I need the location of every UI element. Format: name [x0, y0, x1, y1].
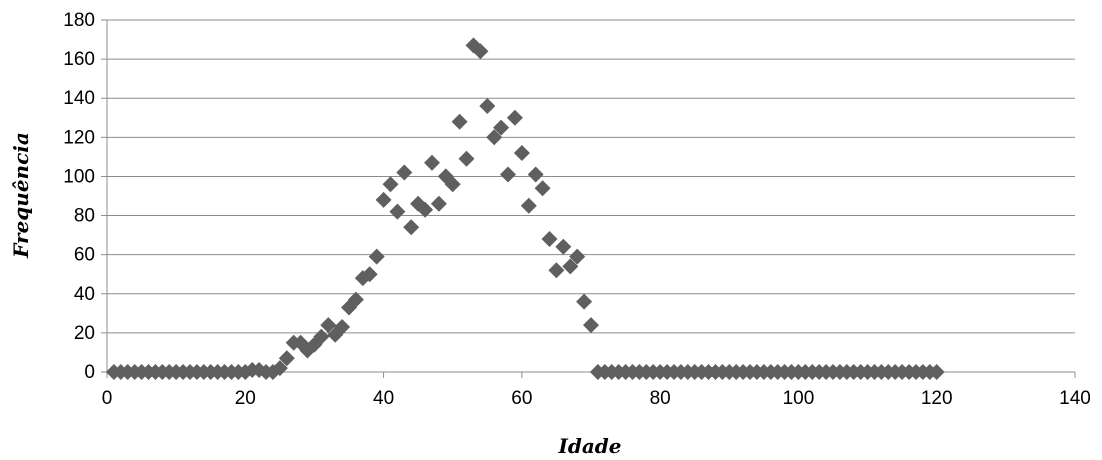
grid-lines	[107, 19, 1075, 334]
data-point	[278, 350, 295, 367]
x-tick-label: 40	[373, 388, 394, 409]
x-tick-label: 120	[921, 388, 953, 409]
x-tick-label: 60	[511, 388, 532, 409]
data-point	[403, 219, 420, 236]
data-point	[313, 328, 330, 345]
data-point	[361, 266, 378, 283]
data-point	[444, 176, 461, 193]
data-point	[479, 98, 496, 114]
y-tick-label: 80	[74, 206, 95, 227]
data-point	[493, 119, 510, 136]
x-tick-label: 80	[650, 388, 671, 409]
data-point	[534, 180, 551, 197]
y-tick-label: 20	[74, 323, 95, 344]
data-point	[451, 113, 468, 130]
data-point	[320, 317, 337, 334]
data-point	[486, 129, 503, 146]
data-point	[271, 360, 288, 377]
data-point	[569, 248, 586, 265]
data-point	[555, 238, 572, 255]
data-point	[513, 145, 530, 161]
data-point	[472, 43, 489, 60]
data-point	[576, 293, 593, 310]
data-point	[562, 258, 579, 275]
data-point	[382, 176, 399, 193]
data-points	[105, 37, 945, 380]
data-point	[430, 195, 447, 212]
data-point	[548, 262, 565, 279]
data-point	[500, 166, 516, 183]
y-tick-label: 120	[63, 127, 95, 148]
data-point	[928, 364, 945, 380]
y-tick-labels: 0 20 40 60 80 100 120 140 160 180	[63, 10, 95, 383]
data-point	[368, 248, 385, 265]
x-tick-label: 140	[1059, 388, 1091, 409]
y-tick-label: 100	[63, 166, 95, 187]
y-tick-label: 140	[63, 88, 95, 109]
y-tick-label: 160	[63, 49, 95, 70]
y-tick-label: 0	[84, 362, 95, 383]
y-axis-title: Frequência	[9, 132, 33, 259]
data-point	[396, 164, 413, 181]
data-point	[334, 319, 351, 335]
y-tick-label: 60	[74, 245, 95, 266]
data-point	[527, 166, 544, 183]
data-point	[541, 231, 558, 247]
data-point	[458, 150, 475, 167]
x-tick-label: 100	[783, 388, 815, 409]
x-axis-title: Idade	[557, 434, 621, 458]
x-tick-label: 20	[235, 388, 256, 409]
y-tick-label: 40	[74, 284, 95, 305]
data-point	[520, 197, 537, 214]
y-tick-label: 180	[63, 10, 95, 31]
data-point	[424, 154, 440, 171]
data-point	[375, 191, 392, 208]
data-point	[506, 109, 523, 126]
data-point	[417, 201, 434, 218]
data-point	[347, 291, 364, 308]
data-point	[583, 317, 599, 334]
data-point	[389, 203, 406, 220]
x-tick-labels: 0 20 40 60 80 100 120 140	[102, 388, 1091, 409]
x-tick-label: 0	[102, 388, 113, 409]
